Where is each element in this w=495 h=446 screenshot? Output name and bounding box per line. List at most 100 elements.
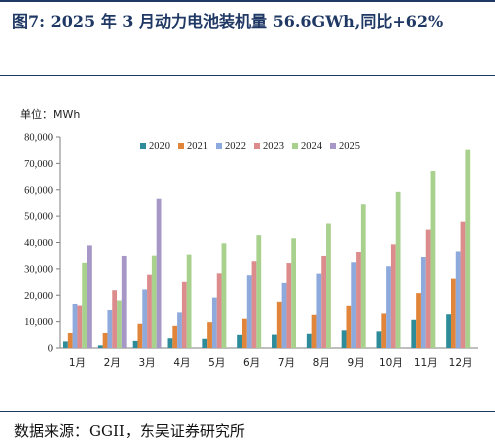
x-tick-label: 9月 [347, 357, 364, 369]
title-top-rule [0, 0, 495, 2]
bar-2020 [63, 341, 68, 348]
x-tick-label: 4月 [173, 357, 190, 369]
legend-label-2020: 2020 [149, 141, 170, 152]
bar-2024 [360, 204, 366, 348]
bar-2020 [132, 340, 138, 348]
bar-2022 [316, 273, 322, 348]
bar-2022 [281, 282, 287, 348]
bar-2020 [306, 333, 312, 348]
legend-swatch-2020 [140, 143, 146, 149]
bar-2022 [177, 312, 182, 348]
x-tick-label: 11月 [414, 357, 438, 369]
x-tick-label: 2月 [104, 357, 121, 369]
bar-2024 [291, 238, 297, 348]
source-note: 数据来源：GGII，东吴证券研究所 [14, 420, 245, 441]
bar-2020 [237, 334, 242, 348]
legend-label-2021: 2021 [187, 141, 208, 152]
bar-2023 [251, 261, 257, 348]
bar-2025 [156, 198, 162, 348]
legend-swatch-2023 [254, 143, 260, 149]
bar-2021 [137, 323, 143, 348]
bar-2024 [186, 254, 192, 348]
bar-2023 [216, 273, 222, 348]
bar-2022 [72, 303, 78, 348]
bar-2023 [112, 290, 118, 348]
bar-2022 [386, 266, 391, 348]
legend-swatch-2022 [216, 143, 222, 149]
bar-2024 [256, 235, 262, 348]
bar-2024 [151, 255, 157, 348]
bar-2020 [97, 345, 103, 348]
figure-label: 图7: [12, 12, 46, 31]
y-tick-label: 10,000 [24, 317, 53, 328]
bar-2020 [341, 330, 347, 348]
bar-2023 [147, 274, 152, 348]
bar-2022 [211, 297, 217, 348]
y-tick-label: 30,000 [24, 264, 53, 275]
bar-2022 [142, 289, 148, 348]
bar-2020 [411, 319, 417, 348]
bar-2024 [326, 223, 331, 348]
x-tick-label: 3月 [138, 357, 155, 369]
bar-2020 [167, 338, 173, 348]
legend-label-2023: 2023 [263, 141, 284, 152]
bar-2020 [272, 334, 277, 348]
bar-2021 [102, 332, 108, 348]
bar-2021 [276, 301, 282, 348]
bar-2024 [82, 262, 88, 348]
bar-2020 [202, 338, 208, 348]
bar-2021 [381, 313, 387, 348]
bar-2020 [376, 331, 382, 348]
bar-2023 [460, 221, 466, 348]
bar-2020 [446, 314, 451, 348]
y-tick-label: 80,000 [24, 133, 53, 144]
x-tick-label: 7月 [278, 357, 295, 369]
y-tick-label: 40,000 [24, 238, 53, 249]
bar-2021 [241, 318, 247, 348]
figure-title-text: 2025 年 3 月动力电池装机量 56.6GWh,同比+62% [50, 12, 444, 31]
bar-2022 [246, 275, 252, 348]
legend-swatch-2025 [330, 143, 336, 149]
bar-2025 [87, 245, 92, 348]
bar-chart: 0 10,000 20,000 30,000 40,000 50,000 60,000 70,… [24, 133, 478, 369]
bar-2022 [420, 257, 426, 348]
bar-2023 [425, 229, 431, 348]
bar-2023 [390, 244, 396, 348]
bar-2021 [416, 293, 421, 348]
y-tick-label: 50,000 [24, 212, 53, 223]
x-tick-label: 6月 [243, 357, 260, 369]
legend-label-2022: 2022 [225, 141, 246, 152]
y-tick-label: 60,000 [24, 185, 53, 196]
unit-label: 单位：MWh [20, 108, 81, 121]
bar-2023 [286, 263, 292, 348]
bar-2024 [395, 191, 401, 348]
bar-2022 [107, 310, 113, 348]
bar-2022 [351, 262, 357, 348]
bar-2021 [67, 332, 73, 348]
bar-2023 [181, 281, 187, 348]
bar-2021 [450, 278, 456, 348]
x-tick-label: 12月 [449, 357, 473, 369]
bar-2024 [117, 300, 122, 348]
bar-2024 [430, 171, 436, 348]
legend-swatch-2024 [292, 143, 298, 149]
x-tick-label: 8月 [313, 357, 330, 369]
x-tick-label: 5月 [208, 357, 225, 369]
bar-2023 [77, 305, 83, 348]
x-tick-label: 10月 [379, 357, 403, 369]
figure-title: 图7: 2025 年 3 月动力电池装机量 56.6GWh,同比+62% [12, 7, 482, 36]
bar-2025 [121, 255, 127, 348]
y-tick-label: 20,000 [24, 291, 53, 302]
bar-2023 [321, 255, 327, 348]
source-text: GGII，东吴证券研究所 [89, 422, 245, 440]
bar-2024 [221, 243, 227, 348]
bar-2024 [465, 149, 471, 348]
bar-2021 [311, 314, 317, 348]
title-bottom-rule [0, 75, 495, 76]
y-tick-label: 70,000 [24, 159, 53, 170]
legend-swatch-2021 [178, 143, 184, 149]
y-tick-label: 0 [48, 344, 53, 355]
bar-2021 [172, 325, 178, 348]
bar-2022 [455, 251, 461, 348]
legend-label-2025: 2025 [339, 141, 360, 152]
